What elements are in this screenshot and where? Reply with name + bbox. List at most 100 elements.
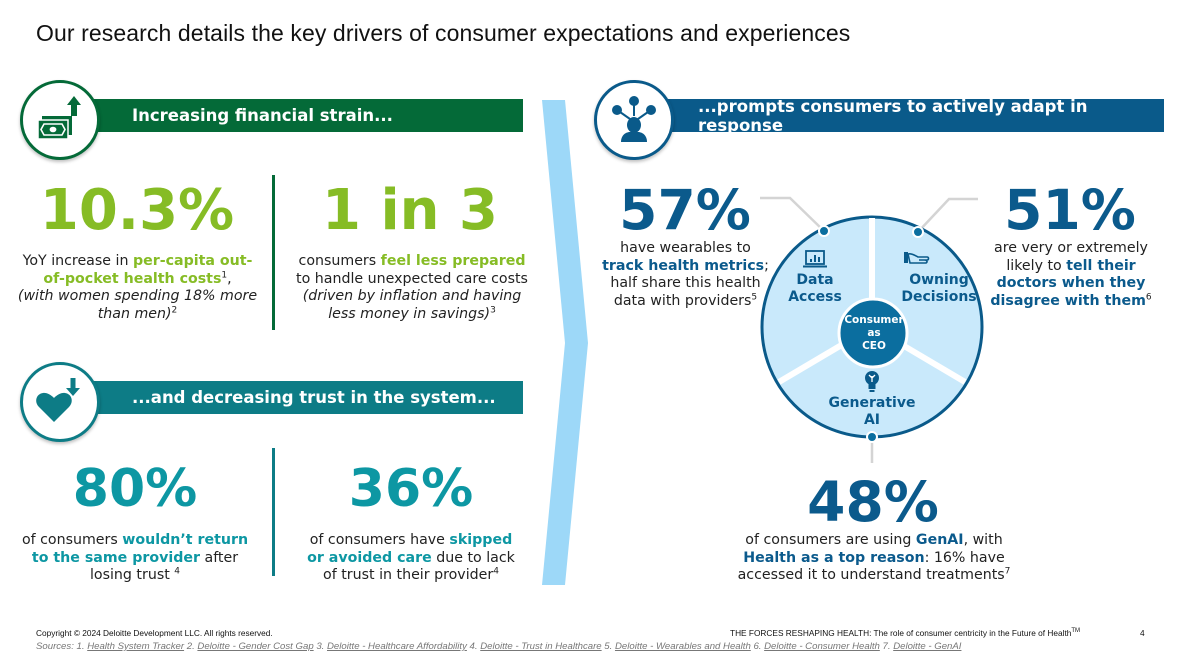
money-up-icon	[37, 96, 81, 140]
desc-text: due to lack of trust in their provider	[323, 549, 515, 584]
segment-label: AI	[863, 412, 881, 428]
segment-label: Owning	[909, 272, 969, 288]
footnote-ref: 2	[171, 304, 178, 315]
desc-text: after losing trust	[89, 549, 239, 584]
center-label-line: Consumer	[844, 314, 904, 326]
desc-highlight: wouldn’t return to the same provider	[31, 532, 249, 566]
desc-text: consumers	[298, 253, 381, 269]
wheel-segment-generative-ai: Generative AI	[822, 395, 922, 429]
desc-highlight: GenAI	[915, 532, 964, 548]
financial-strain-banner: Increasing financial strain...	[90, 99, 523, 132]
footnote-ref: 4	[493, 566, 499, 577]
lightbulb-icon	[865, 371, 879, 392]
connector-dot	[866, 431, 878, 443]
desc-text: , with	[963, 532, 1003, 548]
consumer-ceo-wheel	[760, 196, 984, 463]
desc-highlight: Health as a top reason	[743, 549, 925, 566]
source-link-4[interactable]: Deloitte - Trust in Healthcare	[480, 641, 602, 652]
connector-dot	[818, 225, 830, 237]
source-link-6[interactable]: Deloitte - Consumer Health	[764, 641, 880, 652]
desc-highlight: tell their doctors when they disagree wi…	[990, 257, 1146, 309]
stat-desc-wearables: have wearables to track health metrics; …	[598, 240, 773, 310]
footnote-ref: 3	[490, 304, 496, 315]
page-number: 4	[1140, 628, 1145, 638]
heart-down-icon	[36, 378, 80, 422]
connector-line-left	[760, 196, 825, 232]
center-label-line: CEO	[862, 340, 886, 352]
desc-text: ; half share this health data with provi…	[610, 257, 769, 309]
consumer-network-icon	[612, 96, 656, 142]
report-title-text: THE FORCES RESHAPING HEALTH: The role of…	[730, 628, 1072, 638]
trademark: TM	[1071, 628, 1081, 635]
source-link-5[interactable]: Deloitte - Wearables and Health	[614, 641, 751, 652]
desc-note: (driven by inflation and having less mon…	[302, 288, 522, 322]
connector-line-right	[917, 197, 978, 233]
desc-highlight: skipped or avoided care	[307, 532, 513, 566]
sources-line: Sources: 1. Health System Tracker 2. Del…	[36, 641, 961, 652]
trust-banner: ...and decreasing trust in the system...	[90, 381, 523, 414]
desc-text: to handle unexpected care costs	[296, 270, 528, 287]
sources-label: Sources:	[36, 641, 77, 652]
wheel-center-label: Consumer as CEO	[838, 314, 910, 353]
wheel-center	[837, 297, 909, 369]
stat-value-skipped-care: 36%	[348, 459, 474, 519]
desc-text: : 16% have accessed it to understand tre…	[737, 549, 1005, 584]
stat-value-genai: 48%	[807, 470, 939, 534]
adapt-icon-badge	[594, 80, 674, 160]
desc-text: YoY increase in	[22, 253, 133, 269]
desc-text: of consumers have	[309, 532, 450, 548]
segment-label: Data	[796, 272, 834, 288]
desc-highlight: per-capita out-of-pocket health costs	[43, 253, 253, 287]
footnote-ref: 5	[751, 291, 758, 302]
footnote-ref: 7	[1004, 566, 1011, 577]
desc-text: are very or extremely likely to	[994, 240, 1148, 274]
footnote-ref: 1	[221, 269, 228, 280]
source-num: 2.	[184, 641, 198, 652]
chart-monitor-icon	[803, 250, 827, 268]
stat-value-less-prepared: 1 in 3	[322, 178, 498, 243]
desc-highlight: feel less prepared	[380, 253, 526, 269]
trust-icon-badge	[20, 362, 100, 442]
vertical-divider	[272, 448, 275, 576]
source-num: 4.	[466, 641, 481, 652]
adapt-banner: ...prompts consumers to actively adapt i…	[632, 97, 1164, 135]
chevron-divider	[542, 100, 588, 585]
desc-text: ,	[227, 270, 232, 287]
wheel-segment-owning-decisions: Owning Decisions	[897, 272, 981, 306]
wheel-segment-data-access: Data Access	[779, 272, 851, 306]
source-num: 7.	[879, 641, 894, 652]
desc-note: (with women spending 18% more than men)	[17, 288, 258, 322]
desc-text: of consumers are using	[745, 532, 916, 548]
vertical-divider	[272, 175, 275, 330]
page-title: Our research details the key drivers of …	[36, 20, 851, 46]
source-link-2[interactable]: Deloitte - Gender Cost Gap	[197, 641, 314, 652]
source-num: 6.	[750, 641, 765, 652]
stat-value-wont-return: 80%	[72, 459, 198, 519]
source-num: 1.	[76, 641, 88, 652]
stat-desc-wont-return: of consumers wouldn’t return to the same…	[15, 532, 255, 585]
stat-value-wearables: 57%	[619, 178, 751, 242]
segment-label: Generative	[828, 395, 916, 411]
source-num: 5.	[601, 641, 615, 652]
footnote-ref: 4	[174, 566, 181, 577]
financial-icon-badge	[20, 80, 100, 160]
stat-value-tell-doctors: 51%	[1004, 178, 1136, 242]
center-label-line: as	[867, 327, 881, 339]
segment-label: Access	[788, 289, 842, 305]
stat-value-cost-increase: 10.3%	[39, 178, 235, 243]
source-num: 3.	[313, 641, 327, 652]
desc-highlight: track health metrics	[602, 257, 765, 274]
stat-desc-skipped-care: of consumers have skipped or avoided car…	[305, 532, 517, 585]
segment-label: Decisions	[901, 289, 977, 305]
stat-desc-genai: of consumers are using GenAI, with Healt…	[725, 532, 1023, 585]
footnote-ref: 6	[1145, 291, 1152, 302]
desc-text: of consumers	[21, 532, 123, 548]
copyright-notice: Copyright © 2024 Deloitte Development LL…	[36, 628, 273, 638]
source-link-7[interactable]: Deloitte - GenAI	[893, 641, 962, 652]
stat-desc-tell-doctors: are very or extremely likely to tell the…	[990, 240, 1152, 310]
hand-icon	[904, 252, 930, 264]
source-link-3[interactable]: Deloitte - Healthcare Affordability	[327, 641, 467, 652]
stat-desc-cost-increase: YoY increase in per-capita out-of-pocket…	[15, 253, 260, 323]
desc-text: have wearables to	[620, 240, 751, 256]
source-link-1[interactable]: Health System Tracker	[87, 641, 185, 652]
